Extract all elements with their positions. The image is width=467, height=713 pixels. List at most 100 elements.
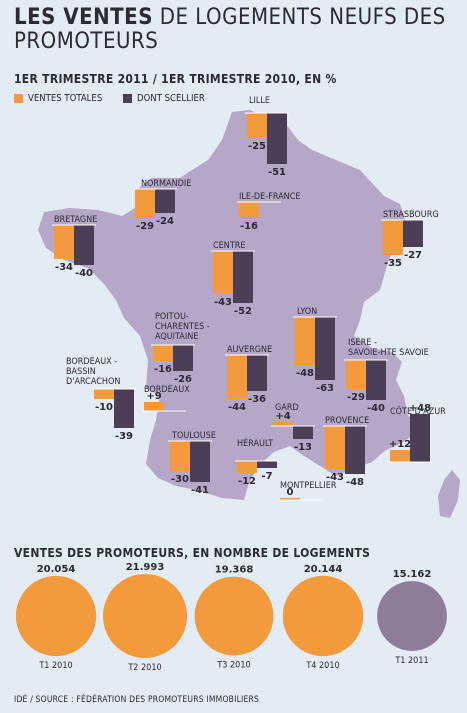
- bar-scellier: [410, 414, 430, 462]
- value-label-scellier: -39: [115, 431, 133, 442]
- value-label-scellier: -63: [316, 383, 334, 394]
- region-label: NORMANDIE: [141, 179, 191, 189]
- value-label-totales: -10: [95, 402, 113, 413]
- legend-swatch-orange: [14, 94, 23, 103]
- region-lyon: LYON -48-63: [293, 307, 337, 394]
- value-label-totales: -29: [136, 221, 154, 232]
- bubble-t3-2010: [194, 576, 274, 656]
- bar-totales: [247, 113, 267, 138]
- bar-totales: [54, 225, 74, 259]
- bar-totales: [273, 422, 293, 426]
- region-h-rault: HÉRAULT -12 -7: [235, 437, 279, 487]
- bar-totales: [383, 220, 403, 255]
- bubble-t1-2010: [15, 575, 97, 657]
- bar-totales: [144, 402, 164, 411]
- bubble-category-label: T2 2010: [127, 663, 161, 673]
- bubble-category-label: T4 2010: [305, 661, 339, 671]
- region-label: CHARENTES -: [155, 322, 210, 332]
- legend-label-totales: VENTES TOTALES: [28, 93, 103, 104]
- region-label: BORDEAUX -: [66, 357, 117, 367]
- bar-scellier: [366, 360, 386, 400]
- bar-totales: [94, 389, 114, 399]
- region-strasbourg: STRASBOURG -35-27: [381, 210, 439, 269]
- bar-scellier: [233, 251, 253, 303]
- value-label-totales: -16: [240, 221, 258, 232]
- bar-scellier: [173, 345, 193, 371]
- value-label-totales: -25: [248, 141, 266, 152]
- region-label: SAVOIE-HTE SAVOIE: [348, 348, 429, 358]
- bar-scellier: [247, 355, 267, 391]
- value-label-totales: -48: [296, 368, 314, 379]
- corsica-shape: [438, 470, 460, 518]
- bar-scellier: [293, 426, 313, 439]
- region-label: BRETAGNE: [54, 215, 97, 225]
- bar-scellier: [403, 220, 423, 247]
- region-lille: LILLE -25 -51: [245, 96, 289, 178]
- region-label: AUVERGNE: [227, 345, 272, 355]
- bubble-t4-2010: [282, 575, 364, 657]
- region-label: AQUITAINE: [155, 332, 198, 342]
- value-label-scellier: -48: [346, 477, 364, 488]
- region-label: GARD: [275, 403, 299, 413]
- bubble-value-label: 20.054: [37, 564, 76, 575]
- bubble-category-label: T3 2010: [216, 660, 250, 670]
- value-label-scellier: +48: [409, 403, 431, 414]
- value-label-totales: -12: [238, 476, 256, 487]
- region-label: D'ARCACHON: [66, 377, 120, 387]
- region-provence: PROVENCE -43 -48: [323, 416, 369, 488]
- chart-subtitle: 1ER TRIMESTRE 2011 / 1ER TRIMESTRE 2010,…: [14, 72, 337, 86]
- value-label-scellier: -41: [191, 485, 209, 496]
- value-label-scellier: -40: [75, 268, 93, 279]
- bar-totales: [390, 450, 410, 462]
- value-label-scellier: -36: [248, 394, 266, 405]
- region-label: LYON: [297, 307, 317, 317]
- region-centre: CENTRE -43-52: [211, 241, 255, 317]
- value-label-totales: -35: [384, 258, 402, 269]
- bubble-value-label: 21.993: [126, 562, 165, 573]
- region-poitou-charentes-aquitaine: POITOU-CHARENTES -AQUITAINE -16-26: [151, 312, 210, 385]
- value-label-totales: -43: [326, 472, 344, 483]
- value-label-totales: +12: [389, 439, 411, 450]
- bar-scellier: [267, 113, 287, 164]
- region-label: CENTRE: [213, 241, 246, 251]
- bar-totales: [170, 441, 190, 471]
- value-label-scellier: -26: [174, 374, 192, 385]
- value-label-totales: 0: [287, 487, 294, 498]
- title-rest: DE LOGEMENTS NEUFS DES PROMOTEURS: [14, 5, 446, 54]
- bubble-category-label: T1 2010: [38, 661, 72, 671]
- region-c-te-d-azur: CÔTE D'AZUR +12 +48: [388, 403, 446, 463]
- legend-label-scellier: DONT SCELLIER: [137, 93, 205, 104]
- bar-totales: [295, 317, 315, 365]
- bubble-value-label: 15.162: [393, 569, 432, 580]
- region-label: PROVENCE: [325, 416, 369, 426]
- value-label-scellier: -24: [156, 216, 174, 227]
- legend-item-totales: VENTES TOTALES: [14, 93, 102, 104]
- value-label-totales: -29: [347, 392, 365, 403]
- sales-bubble-chart: 20.054 T1 2010 21.993 T2 2010 19.368 T3 2010 2…: [15, 562, 447, 673]
- value-label-totales: -30: [171, 474, 189, 485]
- value-label-totales: -16: [154, 364, 172, 375]
- bar-totales: [153, 345, 173, 361]
- legend-item-scellier: DONT SCELLIER: [123, 93, 205, 104]
- region-label: TOULOUSE: [171, 431, 216, 441]
- region-is-re-savoie-hte-savoie: ISÈRE -SAVOIE-HTE SAVOIE -29-40: [344, 336, 429, 414]
- bar-scellier: [74, 225, 94, 265]
- bubble-value-label: 20.144: [304, 564, 343, 575]
- value-label-scellier: -52: [234, 306, 252, 317]
- region-bordeaux: BORDEAUX+9: [142, 385, 190, 412]
- bar-totales: [239, 202, 259, 218]
- region-label: BASSIN: [66, 367, 96, 377]
- region-label: HÉRAULT: [237, 437, 273, 449]
- bar-totales: [237, 461, 257, 473]
- bar-totales: [227, 355, 247, 399]
- bar-totales: [280, 498, 300, 500]
- bar-totales: [346, 360, 366, 389]
- value-label-totales: -34: [55, 262, 73, 273]
- region-normandie: NORMANDIE -29 -24: [133, 179, 191, 232]
- region-label: BORDEAUX: [144, 385, 190, 395]
- value-label-totales: +4: [275, 411, 290, 422]
- bar-scellier: [315, 317, 335, 380]
